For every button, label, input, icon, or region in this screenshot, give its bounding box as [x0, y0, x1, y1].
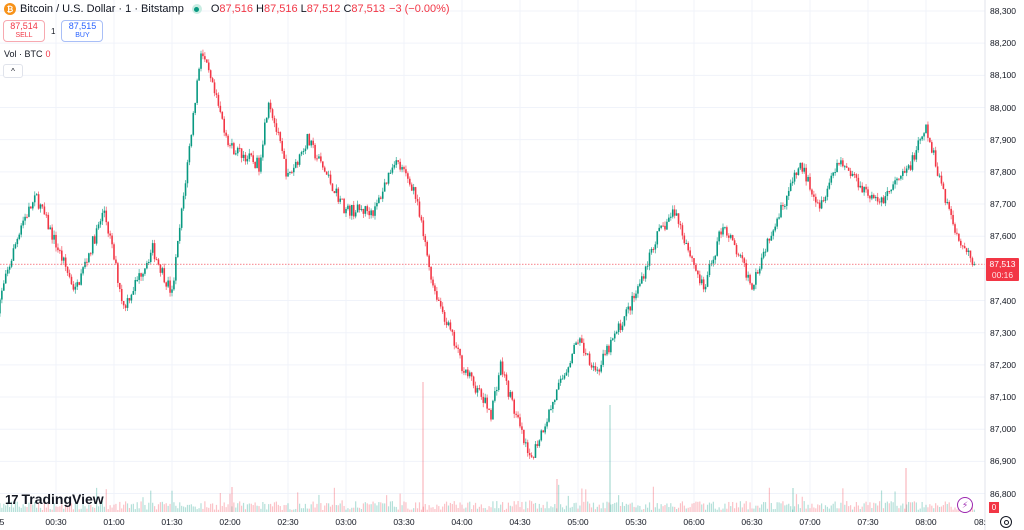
candlestick-series — [0, 49, 976, 460]
buy-button[interactable]: 87,515 BUY — [61, 20, 104, 42]
grid-lines — [0, 0, 985, 512]
sell-label: SELL — [15, 32, 33, 39]
settings-icon[interactable] — [1000, 516, 1012, 528]
time-tick-label: 07:30 — [857, 517, 879, 527]
time-tick-label: 08:00 — [915, 517, 937, 527]
price-tick-label: 87,900 — [990, 134, 1016, 145]
time-tick-label: 00:30 — [45, 517, 67, 527]
change-value: −3 (−0.00%) — [389, 3, 450, 15]
brand-name: TradingView — [21, 491, 104, 507]
price-tick-label: 87,300 — [990, 327, 1016, 338]
volume-label: Vol · BTC — [4, 49, 43, 59]
open-value: 87,516 — [219, 3, 254, 15]
low-value: 87,512 — [306, 3, 341, 15]
market-open-dot-icon — [191, 4, 202, 14]
price-tick-label: 86,800 — [990, 488, 1016, 499]
volume-value: 0 — [45, 49, 51, 59]
buy-price: 87,515 — [68, 21, 97, 31]
price-tick-label: 88,100 — [990, 70, 1016, 81]
price-tick-label: 87,800 — [990, 166, 1016, 177]
tradingview-mark-icon: 17 — [5, 491, 19, 507]
spread-value: 1 — [51, 26, 56, 36]
bitcoin-icon: ₿ — [4, 3, 16, 15]
tradingview-logo[interactable]: 17 TradingView — [5, 491, 104, 507]
low-label: L — [300, 3, 307, 15]
price-tick-label: 88,000 — [990, 102, 1016, 113]
price-tick-label: 88,200 — [990, 38, 1016, 49]
time-tick-label: 01:00 — [103, 517, 125, 527]
volume-axis-badge: 0 — [989, 502, 999, 513]
time-tick-label: 03:00 — [335, 517, 357, 527]
time-tick-label: 07:00 — [799, 517, 821, 527]
price-tick-label: 87,600 — [990, 231, 1016, 242]
close-label: C — [343, 3, 352, 15]
symbol-header: ₿ Bitcoin / U.S. Dollar · 1 · Bitstamp O… — [4, 3, 450, 15]
symbol-title[interactable]: Bitcoin / U.S. Dollar · 1 · Bitstamp — [20, 3, 184, 15]
time-tick-label: 06:30 — [741, 517, 763, 527]
price-tick-label: 88,300 — [990, 6, 1016, 16]
price-tick-label: 87,000 — [990, 424, 1016, 435]
high-label: H — [256, 3, 264, 15]
time-tick-label: 06:00 — [683, 517, 705, 527]
collapse-legend-button[interactable]: ^ — [3, 64, 23, 78]
price-tick-label: 86,900 — [990, 456, 1016, 467]
last-price-badge: 87,513 00:16 — [986, 258, 1019, 281]
time-tick-label: 01:30 — [161, 517, 183, 527]
price-tick-label: 87,200 — [990, 359, 1016, 370]
time-tick-label: 02:00 — [219, 517, 241, 527]
price-tick-label: 87,100 — [990, 392, 1016, 403]
price-tick-label: 87,400 — [990, 295, 1016, 306]
volume-legend[interactable]: Vol · BTC 0 — [4, 49, 51, 59]
high-value: 87,516 — [264, 3, 298, 15]
time-tick-label: 02:30 — [277, 517, 299, 527]
buy-label: BUY — [75, 32, 90, 39]
bar-countdown: 00:16 — [991, 269, 1014, 280]
time-tick-label: 05:00 — [567, 517, 589, 527]
sell-price: 87,514 — [10, 21, 38, 31]
last-price-value: 87,513 — [989, 259, 1016, 269]
close-value: 87,513 — [351, 3, 386, 15]
time-tick-label: 05:30 — [625, 517, 647, 527]
chevron-up-icon: ^ — [11, 66, 15, 76]
time-tick-label: 5 — [0, 517, 5, 527]
sell-button[interactable]: 87,514 SELL — [3, 20, 45, 42]
time-tick-label: 04:30 — [509, 517, 531, 527]
lightning-icon[interactable]: ⚡ — [957, 497, 973, 513]
trade-buttons: 87,514 SELL 1 87,515 BUY — [3, 20, 104, 42]
open-label: O — [210, 3, 220, 15]
time-tick-label: 03:30 — [393, 517, 415, 527]
price-tick-label: 87,700 — [990, 199, 1016, 210]
time-tick-label: 04:00 — [451, 517, 473, 527]
time-tick-label: 08: — [974, 517, 986, 527]
